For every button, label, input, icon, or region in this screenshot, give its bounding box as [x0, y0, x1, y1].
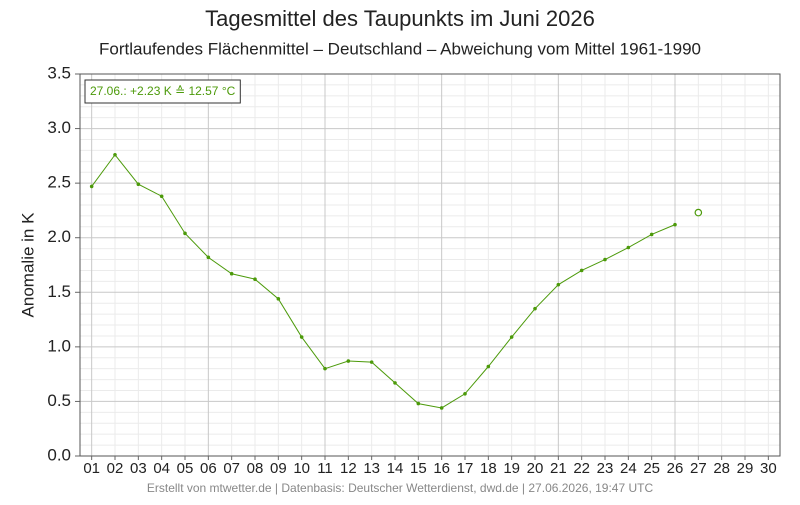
x-tick-label: 19 — [503, 460, 520, 477]
y-tick-label: 3.0 — [47, 118, 71, 137]
x-tick-label: 10 — [293, 460, 310, 477]
data-point — [369, 360, 374, 364]
x-tick-label: 05 — [177, 460, 194, 477]
data-point — [206, 255, 211, 260]
x-tick-label: 30 — [760, 460, 777, 477]
plot-frame — [79, 73, 781, 457]
x-tick-label: 09 — [270, 460, 287, 477]
data-point — [463, 391, 467, 396]
data-point — [113, 152, 117, 157]
y-axis-label: Anomalie in K — [18, 212, 37, 318]
x-tick-label: 07 — [223, 460, 240, 477]
x-tick-label: 28 — [713, 460, 730, 477]
data-point — [183, 231, 187, 236]
chart-title: Tagesmittel des Taupunkts im Juni 2026 — [205, 6, 595, 31]
x-tick-label: 22 — [573, 460, 590, 477]
data-point — [694, 208, 703, 217]
y-tick-label: 2.0 — [47, 227, 71, 246]
x-tick-label: 11 — [317, 460, 333, 477]
data-point — [159, 194, 164, 199]
data-point — [416, 401, 421, 406]
data-point — [136, 182, 141, 187]
x-tick-label: 16 — [433, 460, 450, 477]
data-point — [533, 306, 537, 311]
x-tick-label: 21 — [550, 460, 567, 477]
x-tick-label: 18 — [480, 460, 497, 477]
annotation: 27.06.: +2.23 K ≙ 12.57 °C — [90, 84, 236, 98]
x-tick-label: 29 — [737, 460, 754, 477]
data-point — [89, 184, 94, 189]
x-tick-label: 15 — [410, 460, 427, 477]
data-point — [276, 297, 281, 301]
x-tick-label: 12 — [340, 460, 357, 477]
x-tick-label: 02 — [107, 460, 124, 477]
data-line — [91, 153, 676, 409]
data-point — [439, 406, 444, 410]
footer: Erstellt von mtwetter.de | Datenbasis: D… — [147, 481, 654, 495]
x-tick-label: 25 — [643, 460, 660, 477]
x-tick-label: 08 — [247, 460, 264, 477]
data-point — [323, 366, 327, 371]
x-tick-label: 26 — [667, 460, 684, 477]
data-point — [673, 222, 677, 227]
data-point — [579, 268, 584, 273]
x-tick-label: 13 — [363, 460, 380, 477]
data-point — [486, 364, 491, 369]
x-tick-label: 14 — [387, 460, 404, 477]
x-tick-label: 04 — [153, 460, 170, 477]
x-tick-label: 17 — [457, 460, 474, 477]
data-point — [299, 335, 304, 339]
data-point — [253, 277, 257, 281]
annotation-box — [84, 79, 241, 104]
data-point — [346, 359, 351, 363]
x-tick-label: 24 — [620, 460, 637, 477]
y-tick-label: 3.5 — [47, 63, 71, 82]
x-tick-label: 20 — [527, 460, 544, 477]
y-tick-label: 1.5 — [47, 282, 71, 301]
data-point — [509, 335, 514, 339]
x-tick-label: 01 — [83, 460, 100, 477]
y-tick-label: 1.0 — [47, 336, 71, 355]
data-point — [556, 282, 561, 287]
y-tick-label: 2.5 — [47, 173, 71, 192]
data-point — [393, 381, 397, 385]
data-point — [229, 271, 234, 276]
data-point — [626, 245, 631, 250]
x-tick-label: 23 — [597, 460, 614, 477]
data-point — [649, 232, 654, 237]
y-tick-label: 0.5 — [47, 391, 71, 410]
x-tick-label: 06 — [200, 460, 217, 477]
y-tick-label: 0.0 — [47, 445, 71, 464]
x-tick-label: 27 — [690, 460, 707, 477]
chart-subtitle: Fortlaufendes Flächenmittel – Deutschlan… — [99, 39, 701, 58]
x-tick-label: 03 — [130, 460, 147, 477]
data-point — [603, 257, 607, 262]
